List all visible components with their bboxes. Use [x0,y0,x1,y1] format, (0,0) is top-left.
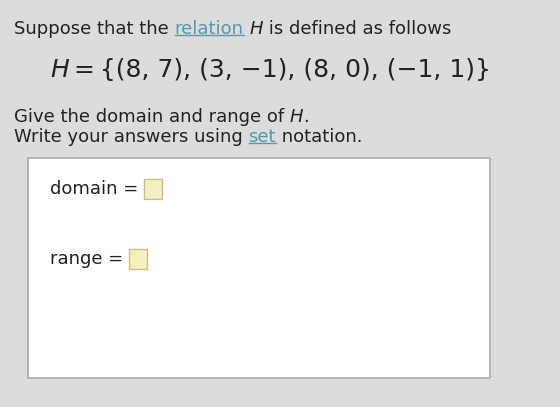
Text: set: set [249,128,276,146]
Text: Give the domain and range of: Give the domain and range of [14,108,290,126]
FancyBboxPatch shape [144,179,162,199]
Text: H: H [50,58,69,82]
Text: Suppose that the: Suppose that the [14,20,175,38]
Text: .: . [304,108,309,126]
Text: H: H [249,20,263,38]
Text: domain =: domain = [50,180,144,198]
Text: range =: range = [50,250,129,268]
FancyBboxPatch shape [129,249,147,269]
Text: = {(8, 7), (3, −1), (8, 0), (−1, 1)}: = {(8, 7), (3, −1), (8, 0), (−1, 1)} [69,58,491,82]
Text: is defined as follows: is defined as follows [263,20,451,38]
FancyBboxPatch shape [28,158,490,378]
Text: notation.: notation. [276,128,362,146]
Text: Write your answers using: Write your answers using [14,128,249,146]
Text: H: H [290,108,304,126]
Text: relation: relation [175,20,244,38]
